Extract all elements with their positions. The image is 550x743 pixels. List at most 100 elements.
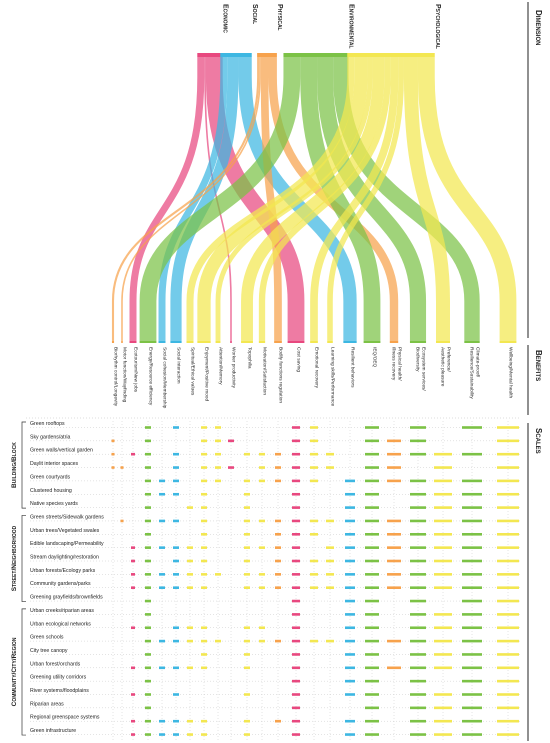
benefit-dash (173, 452, 179, 456)
benefit-dash (131, 719, 135, 723)
benefit-dash (387, 452, 401, 456)
benefit-dash (215, 439, 221, 443)
row-label: Sky gardens/atria (30, 434, 70, 440)
benefit-dash (462, 559, 482, 563)
benefit-dash (387, 639, 401, 643)
benefit-dash (497, 719, 519, 723)
dimension-label: Economic (222, 4, 229, 33)
benefit-label-line: Learning skills/Performance (330, 347, 336, 407)
benefit-dash (365, 613, 379, 616)
benefit-dash (159, 733, 165, 736)
benefit-dash (434, 613, 452, 616)
benefit-dash (387, 533, 401, 536)
benefit-dash (275, 466, 281, 469)
row-label: Greening utility corridors (30, 675, 87, 681)
benefit-dash (365, 693, 379, 696)
benefit-dash (345, 719, 355, 723)
benefit-dash (292, 426, 300, 429)
benefit-cap (274, 341, 282, 343)
benefit-dash (365, 452, 379, 456)
row-label: Green streets/Sidewalk gardens (30, 514, 104, 520)
benefit-label: Climate-proof/Resilience/Sustainability (469, 347, 481, 399)
benefit-dash (345, 613, 355, 616)
benefit-dash (410, 452, 426, 456)
benefit-dash (145, 679, 151, 683)
benefit-dash (259, 586, 265, 589)
benefit-dash (201, 573, 207, 576)
row-label: Green courtyards (30, 474, 70, 480)
benefit-dash (159, 666, 165, 670)
benefit-dash (310, 586, 318, 589)
benefit-dash (244, 559, 250, 563)
benefit-dash (259, 573, 265, 576)
benefit-dash (159, 573, 165, 576)
benefit-dash (310, 466, 318, 469)
benefit-dash (462, 679, 482, 683)
benefit-label-line: Motor function/Wayfinding (122, 347, 128, 403)
benefit-dash (259, 466, 265, 469)
benefit-dash (201, 733, 207, 736)
benefit-dash (410, 599, 426, 603)
benefit-cap (409, 341, 427, 343)
benefit-dash (145, 519, 151, 523)
benefit-dash (365, 706, 379, 710)
benefit-dash (434, 519, 452, 523)
benefit-dash (111, 452, 115, 456)
benefit-label: Social cohesion/Membership (162, 347, 168, 409)
benefit-dash (145, 452, 151, 456)
benefit-dash (131, 573, 135, 576)
benefit-dash (434, 733, 452, 736)
row-label: Stream daylighting/restoration (30, 555, 99, 561)
flow (186, 57, 355, 341)
benefit-dash (345, 586, 355, 589)
benefit-dash (244, 533, 250, 536)
benefit-dash (434, 559, 452, 563)
benefit-dash (201, 639, 207, 643)
benefit-label-line: Wellbeing/Mental health (508, 347, 514, 398)
benefit-cap (186, 341, 194, 343)
benefit-dash (244, 733, 250, 736)
benefit-dash (462, 719, 482, 723)
benefit-dash (497, 426, 519, 429)
benefit-dash (387, 519, 401, 523)
row-label: Urban forests/Ecology parks (30, 568, 96, 574)
benefit-dash (111, 466, 115, 469)
row-label: Community gardens/parks (30, 581, 91, 587)
benefit-dash (310, 426, 318, 429)
benefit-dash (497, 519, 519, 523)
benefit-label: Preference/Aesthetic pleasure (440, 347, 452, 387)
benefit-dash (244, 479, 250, 483)
benefit-dash (292, 533, 300, 536)
benefit-dash (159, 492, 165, 496)
row-label: River systems/floodplains (30, 688, 89, 694)
benefit-dash (187, 586, 193, 589)
benefit-label: Bodily functions regulation (278, 347, 284, 403)
benefit-label-line: Social cohesion/Membership (162, 347, 168, 409)
benefit-dash (187, 666, 193, 670)
benefit-dash (365, 439, 379, 443)
dimension-label: Psychological (434, 4, 441, 49)
benefit-cap (215, 341, 221, 343)
benefit-dash (145, 546, 151, 549)
benefit-dash (462, 666, 482, 670)
benefit-dash (326, 639, 334, 643)
benefit-dash (145, 533, 151, 536)
benefit-dash (275, 559, 281, 563)
benefit-label: Motor function/Wayfinding (122, 347, 128, 403)
benefit-dash (434, 452, 452, 456)
benefit-dash (462, 426, 482, 429)
benefit-dash (275, 586, 281, 589)
benefit-dash (145, 666, 151, 670)
benefit-dash (326, 559, 334, 563)
benefit-dash (201, 506, 207, 509)
benefit-label: Enjoyment/Positive mood (204, 347, 210, 401)
benefit-dash (201, 586, 207, 589)
dimension-bar (257, 53, 277, 57)
benefit-dash (145, 479, 151, 483)
benefit-dash (131, 666, 135, 670)
benefit-dash (410, 626, 426, 630)
benefit-dash (131, 693, 135, 696)
benefit-label: Biorhythm control/Longevity (113, 347, 119, 407)
benefit-dash (275, 546, 281, 549)
